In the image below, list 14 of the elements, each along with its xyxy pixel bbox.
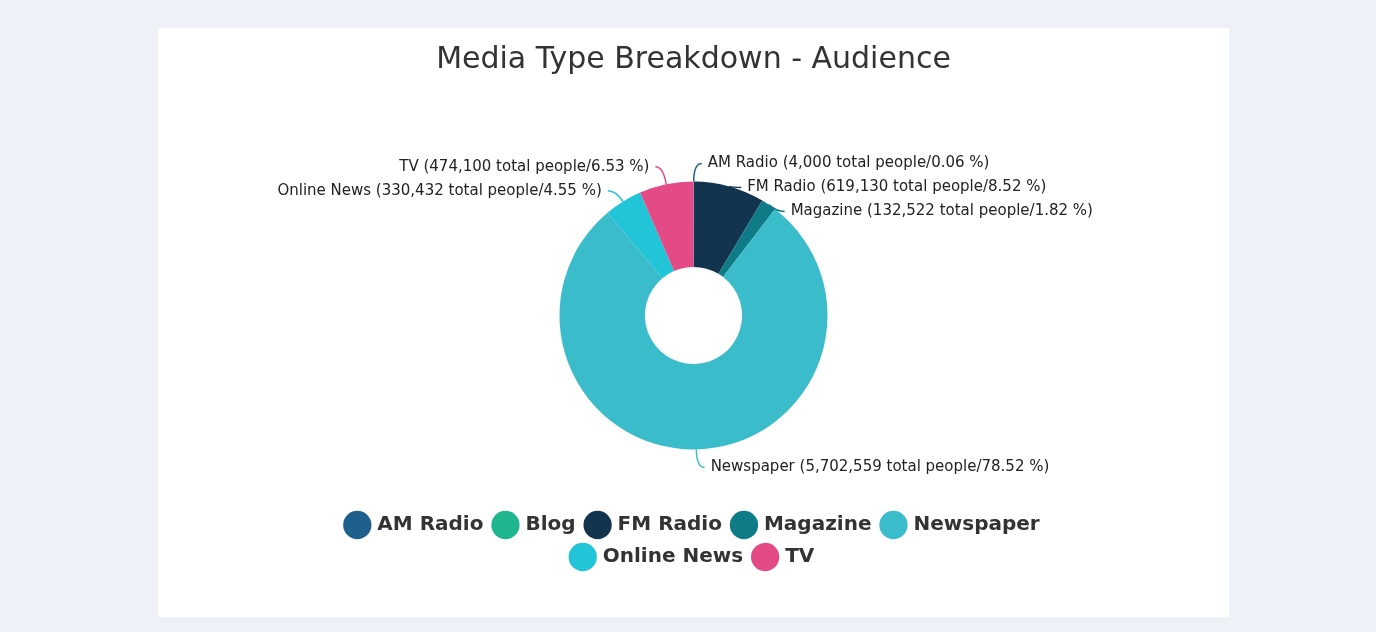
chart-title: Media Type Breakdown - Audience — [436, 39, 951, 75]
legend-label: TV — [785, 543, 815, 568]
legend-label: Online News — [602, 543, 744, 568]
legend-label: AM Radio — [377, 511, 484, 536]
legend-label: Newspaper — [913, 511, 1040, 536]
data-label: Online News (330,432 total people/4.55 %) — [277, 180, 602, 199]
data-label: AM Radio (4,000 total people/0.06 %) — [707, 153, 990, 172]
data-label: FM Radio (619,130 total people/8.52 %) — [747, 177, 1047, 196]
legend-label: FM Radio — [617, 511, 722, 536]
legend-label: Magazine — [763, 511, 872, 536]
data-label: Newspaper (5,702,559 total people/78.52 %) — [710, 457, 1050, 476]
data-label: TV (474,100 total people/6.53 %) — [398, 156, 650, 175]
data-label: Magazine (132,522 total people/1.82 %) — [790, 201, 1093, 220]
legend-label: Blog — [525, 511, 576, 536]
